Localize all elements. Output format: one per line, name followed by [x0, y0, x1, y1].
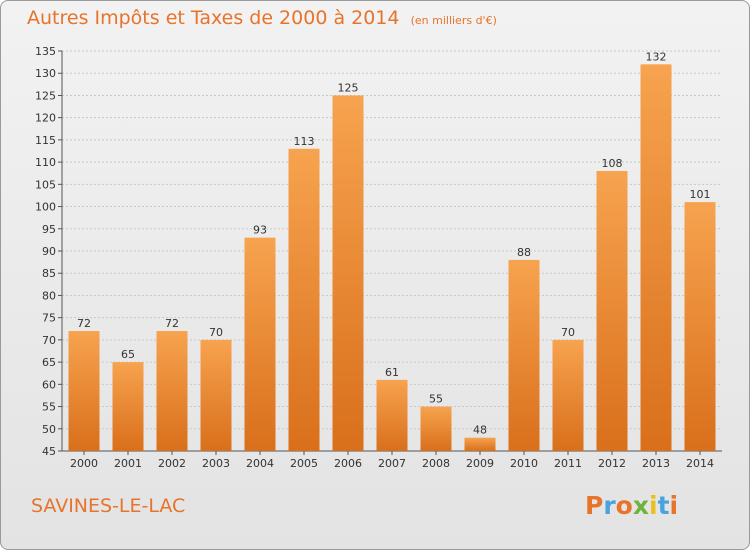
value-label: 48	[473, 424, 487, 437]
value-label: 61	[385, 366, 399, 379]
x-tick-label: 2004	[246, 457, 274, 470]
bar-2012	[596, 171, 628, 451]
bar-2014	[684, 202, 716, 451]
title-text: Autres Impôts et Taxes de 2000 à 2014	[27, 7, 400, 29]
value-label: 108	[602, 157, 623, 170]
x-tick-label: 2009	[466, 457, 494, 470]
y-tick-label: 135	[35, 45, 56, 58]
bar-2004	[244, 237, 276, 451]
logo-letter: t	[657, 491, 670, 520]
y-tick-label: 115	[35, 134, 56, 147]
bar-2011	[552, 339, 584, 451]
y-tick-label: 120	[35, 112, 56, 125]
y-tick-label: 45	[42, 445, 56, 458]
x-tick-label: 2006	[334, 457, 362, 470]
logo-letter: i	[649, 491, 658, 520]
logo-letter: P	[585, 491, 604, 520]
x-tick-label: 2002	[158, 457, 186, 470]
y-tick-label: 60	[42, 378, 56, 391]
bar-2001	[112, 362, 144, 451]
y-tick-label: 130	[35, 67, 56, 80]
y-tick-label: 95	[42, 223, 56, 236]
value-label: 70	[209, 326, 223, 339]
logo-letter: x	[632, 491, 649, 520]
logo-letter: r	[603, 491, 616, 520]
value-label: 113	[294, 135, 315, 148]
y-tick-label: 110	[35, 156, 56, 169]
proxiti-logo: Proxiti	[585, 491, 678, 520]
y-tick-label: 75	[42, 312, 56, 325]
value-label: 72	[165, 317, 179, 330]
y-tick-label: 85	[42, 267, 56, 280]
x-tick-label: 2010	[510, 457, 538, 470]
bar-2005	[288, 148, 320, 451]
value-label: 125	[338, 81, 359, 94]
x-tick-label: 2007	[378, 457, 406, 470]
title-unit: (en milliers d'€)	[410, 14, 497, 27]
x-tick-label: 2011	[554, 457, 582, 470]
value-label: 132	[646, 50, 667, 63]
value-label: 70	[561, 326, 575, 339]
x-tick-label: 2001	[114, 457, 142, 470]
logo-letter: i	[669, 491, 679, 520]
y-tick-label: 105	[35, 178, 56, 191]
x-tick-label: 2012	[598, 457, 626, 470]
value-label: 72	[77, 317, 91, 330]
bar-2002	[156, 331, 188, 451]
value-label: 88	[517, 246, 531, 259]
x-tick-label: 2013	[642, 457, 670, 470]
value-label: 65	[121, 348, 135, 361]
y-tick-label: 125	[35, 89, 56, 102]
bar-2013	[640, 64, 672, 452]
y-tick-label: 70	[42, 334, 56, 347]
bar-2006	[332, 95, 364, 451]
x-tick-label: 2000	[70, 457, 98, 470]
y-tick-label: 100	[35, 201, 56, 214]
value-label: 101	[690, 188, 711, 201]
bar-2009	[464, 437, 496, 451]
x-tick-label: 2005	[290, 457, 318, 470]
logo-letter: o	[615, 491, 633, 520]
bar-2007	[376, 379, 408, 451]
chart-title: Autres Impôts et Taxes de 2000 à 2014 (e…	[27, 7, 497, 29]
y-tick-label: 80	[42, 289, 56, 302]
value-label: 55	[429, 393, 443, 406]
y-tick-label: 55	[42, 401, 56, 414]
bar-2008	[420, 406, 452, 451]
bar-2010	[508, 259, 540, 451]
city-name: SAVINES-LE-LAC	[31, 495, 186, 517]
bar-2003	[200, 339, 232, 451]
y-tick-label: 90	[42, 245, 56, 258]
x-tick-label: 2003	[202, 457, 230, 470]
y-tick-label: 50	[42, 423, 56, 436]
value-label: 93	[253, 224, 267, 237]
y-tick-label: 65	[42, 356, 56, 369]
bar-2000	[68, 331, 100, 451]
x-tick-label: 2014	[686, 457, 714, 470]
x-tick-label: 2008	[422, 457, 450, 470]
